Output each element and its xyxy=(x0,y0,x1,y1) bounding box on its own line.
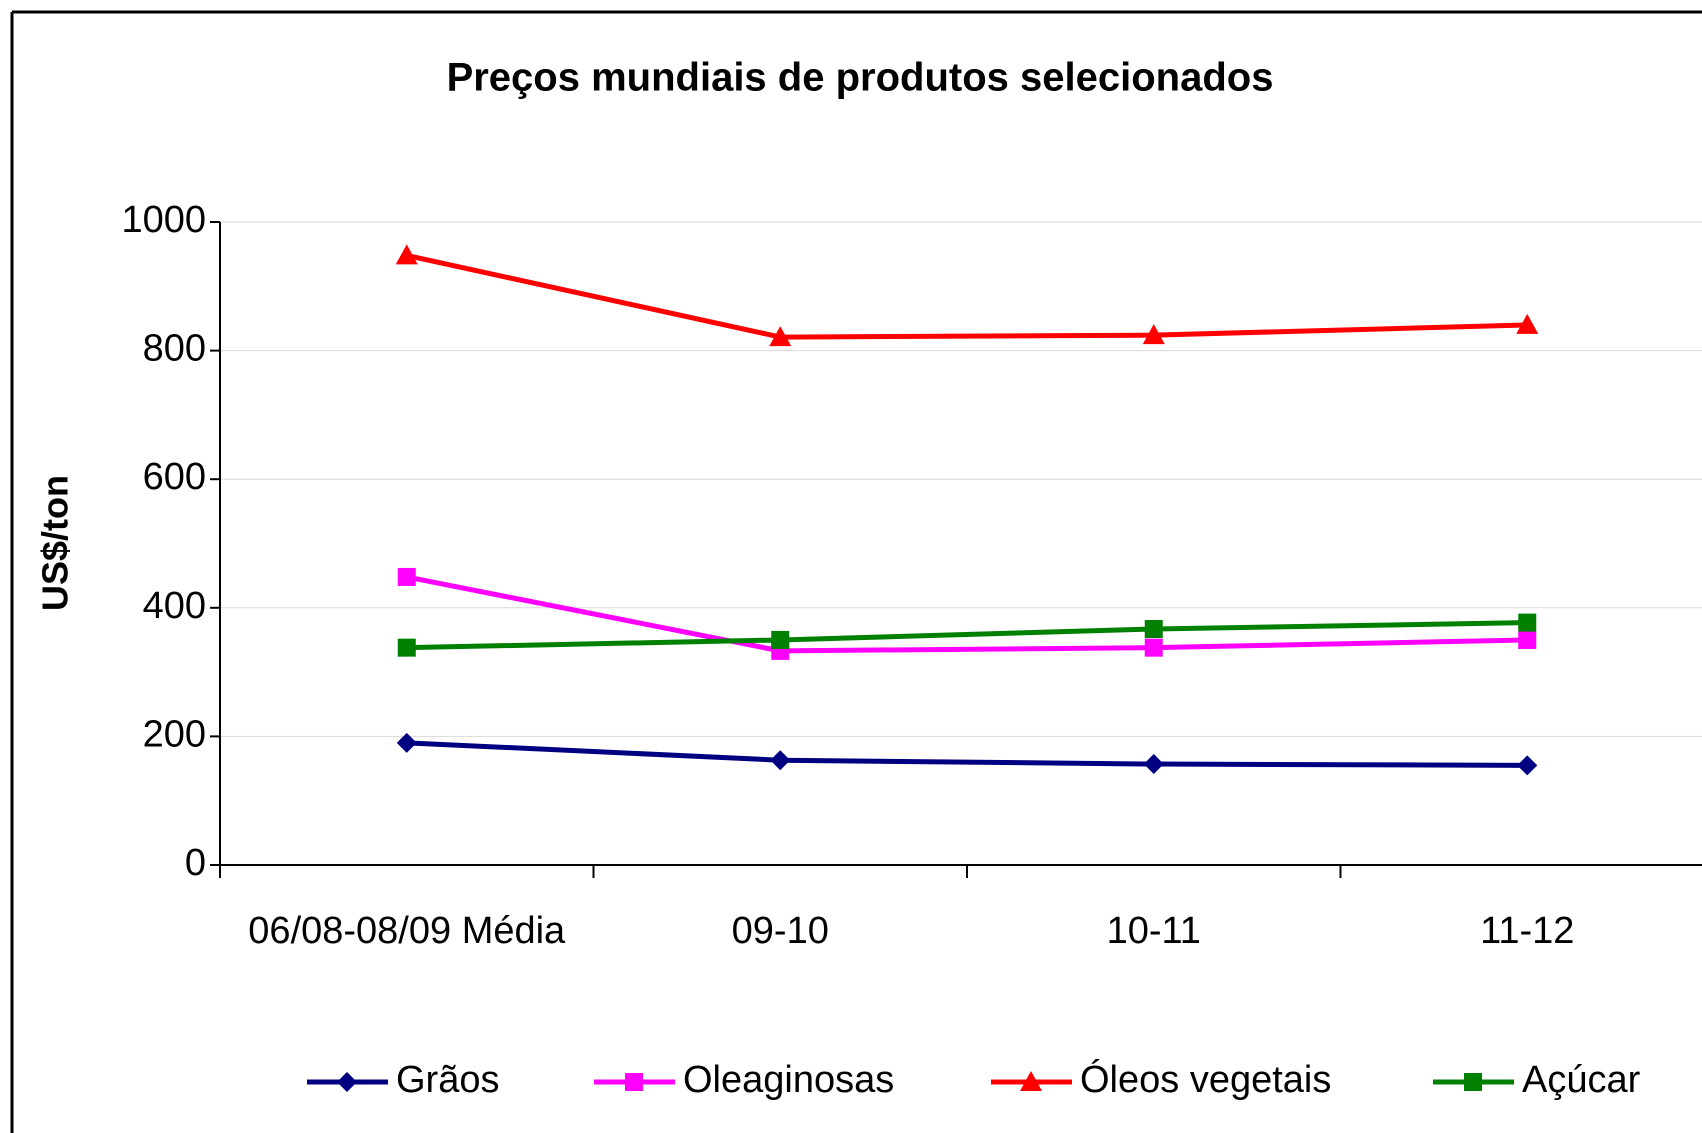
x-tick-label: 06/08-08/09 Média xyxy=(248,910,566,952)
data-point xyxy=(1518,613,1537,632)
series-line xyxy=(406,252,1528,340)
data-point xyxy=(1143,754,1164,775)
data-point xyxy=(1144,638,1163,657)
legend-label: Açúcar xyxy=(1522,1059,1641,1101)
data-point xyxy=(1144,620,1163,639)
legend-label: Oleaginosas xyxy=(683,1059,894,1101)
x-tick-label: 10-11 xyxy=(1107,910,1201,952)
series-line xyxy=(406,740,1528,768)
y-tick-label: 800 xyxy=(143,328,206,370)
data-point xyxy=(397,638,416,657)
legend-marker xyxy=(1020,1071,1042,1091)
legend-marker xyxy=(1464,1073,1482,1091)
data-point xyxy=(770,750,791,771)
data-point xyxy=(1516,313,1539,334)
y-axis-label: US$/ton xyxy=(35,475,76,611)
y-tick-label: 1000 xyxy=(121,199,206,241)
legend-label: Óleos vegetais xyxy=(1080,1058,1331,1101)
data-point xyxy=(1518,630,1537,649)
y-tick-label: 400 xyxy=(143,585,206,627)
y-tick-label: 200 xyxy=(143,713,206,755)
chart-title: Preços mundiais de produtos selecionados xyxy=(447,56,1274,100)
data-point xyxy=(395,244,418,265)
data-point xyxy=(769,326,792,347)
data-point xyxy=(396,732,417,753)
y-tick-label: 0 xyxy=(185,842,206,884)
legend-marker xyxy=(337,1072,357,1092)
data-point xyxy=(1517,755,1538,776)
legend-label: Grãos xyxy=(396,1059,499,1101)
legend-marker xyxy=(625,1073,643,1091)
data-point xyxy=(1142,324,1165,345)
data-point xyxy=(397,567,416,586)
data-point xyxy=(771,630,790,649)
series-line xyxy=(406,620,1528,651)
x-tick-label: 11-12 xyxy=(1480,910,1574,952)
series-line xyxy=(406,574,1528,654)
x-tick-label: 09-10 xyxy=(732,910,829,952)
y-tick-label: 600 xyxy=(143,456,206,498)
